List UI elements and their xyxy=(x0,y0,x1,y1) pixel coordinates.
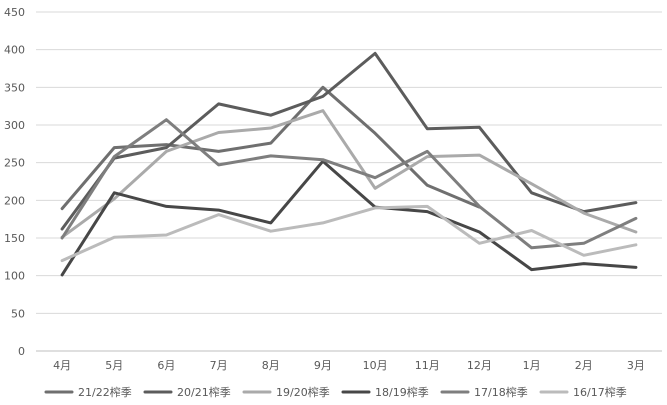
x-tick-label: 10月 xyxy=(363,359,388,372)
y-tick-label: 450 xyxy=(4,6,25,19)
legend-label: 18/19榨季 xyxy=(375,385,429,399)
y-tick-label: 350 xyxy=(4,81,25,94)
x-axis-tick-labels: 4月 5月 6月 7月 8月 9月 10月 11月 12月 1月 2月 3月 xyxy=(53,359,645,372)
x-tick-label: 8月 xyxy=(262,359,280,372)
x-tick-label: 9月 xyxy=(314,359,332,372)
x-tick-label: 7月 xyxy=(210,359,228,372)
legend-label: 16/17榨季 xyxy=(573,385,627,399)
x-tick-label: 12月 xyxy=(467,359,492,372)
x-tick-label: 2月 xyxy=(575,359,593,372)
y-tick-label: 150 xyxy=(4,232,25,245)
legend-label: 21/22榨季 xyxy=(78,385,132,399)
series-line-4 xyxy=(60,159,638,277)
y-tick-label: 0 xyxy=(18,345,25,358)
y-tick-label: 300 xyxy=(4,119,25,132)
x-tick-label: 3月 xyxy=(627,359,645,372)
legend-label: 19/20榨季 xyxy=(276,385,330,399)
series-line-6 xyxy=(60,204,638,263)
gridlines xyxy=(36,11,662,352)
x-tick-label: 1月 xyxy=(523,359,541,372)
legend: 21/22榨季 20/21榨季 19/20榨季 18/19榨季 17/18榨季 16/17… xyxy=(44,385,627,399)
series-line-3 xyxy=(60,109,638,239)
y-tick-label: 50 xyxy=(11,307,25,320)
y-tick-label: 250 xyxy=(4,157,25,170)
series-line-2 xyxy=(60,51,638,231)
x-tick-label: 6月 xyxy=(157,359,175,372)
legend-label: 20/21榨季 xyxy=(177,385,231,399)
x-tick-label: 5月 xyxy=(105,359,123,372)
x-tick-label: 4月 xyxy=(53,359,71,372)
series-lines xyxy=(60,51,638,277)
legend-label: 17/18榨季 xyxy=(474,385,528,399)
x-tick-label: 11月 xyxy=(415,359,440,372)
y-tick-label: 100 xyxy=(4,270,25,283)
series-line-5 xyxy=(60,118,638,250)
y-axis-tick-labels: 0 50 100 150 200 250 300 350 400 450 xyxy=(4,6,25,358)
y-tick-label: 400 xyxy=(4,44,25,57)
y-tick-label: 200 xyxy=(4,194,25,207)
